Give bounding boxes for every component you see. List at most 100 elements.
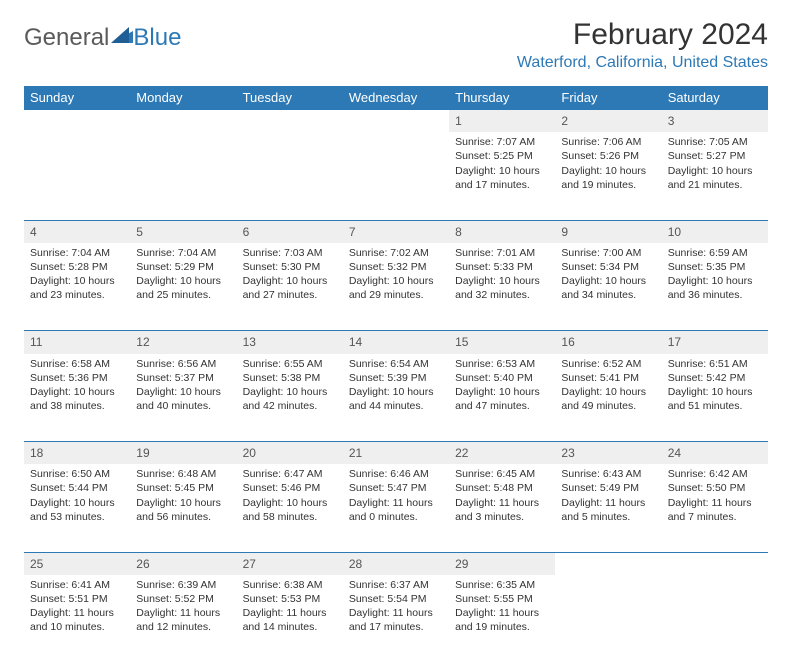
daylight-text: Daylight: 10 hours and 47 minutes. <box>455 385 549 413</box>
daylight-text: Daylight: 10 hours and 40 minutes. <box>136 385 230 413</box>
daylight-text: Daylight: 10 hours and 29 minutes. <box>349 274 443 302</box>
day-detail-cell: Sunrise: 6:35 AMSunset: 5:55 PMDaylight:… <box>449 575 555 663</box>
sunset-text: Sunset: 5:53 PM <box>243 592 337 606</box>
day-detail-cell: Sunrise: 6:59 AMSunset: 5:35 PMDaylight:… <box>662 243 768 331</box>
day-number-cell <box>130 110 236 133</box>
daylight-text: Daylight: 10 hours and 42 minutes. <box>243 385 337 413</box>
day-detail-cell: Sunrise: 7:07 AMSunset: 5:25 PMDaylight:… <box>449 132 555 220</box>
day-number-cell: 2 <box>555 110 661 133</box>
brand-triangle-icon <box>111 27 133 50</box>
day-number-row: 11121314151617 <box>24 331 768 354</box>
sunset-text: Sunset: 5:48 PM <box>455 481 549 495</box>
daylight-text: Daylight: 11 hours and 5 minutes. <box>561 496 655 524</box>
daylight-text: Daylight: 10 hours and 58 minutes. <box>243 496 337 524</box>
day-number-cell: 5 <box>130 220 236 243</box>
day-detail-cell: Sunrise: 7:04 AMSunset: 5:29 PMDaylight:… <box>130 243 236 331</box>
day-number-cell: 22 <box>449 442 555 465</box>
sunrise-text: Sunrise: 7:04 AM <box>30 246 124 260</box>
day-detail-row: Sunrise: 6:58 AMSunset: 5:36 PMDaylight:… <box>24 354 768 442</box>
sunset-text: Sunset: 5:32 PM <box>349 260 443 274</box>
day-detail-cell: Sunrise: 6:43 AMSunset: 5:49 PMDaylight:… <box>555 464 661 552</box>
sunrise-text: Sunrise: 7:00 AM <box>561 246 655 260</box>
sunrise-text: Sunrise: 6:45 AM <box>455 467 549 481</box>
daylight-text: Daylight: 10 hours and 44 minutes. <box>349 385 443 413</box>
day-detail-row: Sunrise: 6:41 AMSunset: 5:51 PMDaylight:… <box>24 575 768 663</box>
brand-text-general: General <box>24 24 109 52</box>
sunrise-text: Sunrise: 6:53 AM <box>455 357 549 371</box>
day-number-cell <box>237 110 343 133</box>
day-detail-cell: Sunrise: 6:48 AMSunset: 5:45 PMDaylight:… <box>130 464 236 552</box>
day-detail-cell: Sunrise: 7:06 AMSunset: 5:26 PMDaylight:… <box>555 132 661 220</box>
day-detail-cell: Sunrise: 6:37 AMSunset: 5:54 PMDaylight:… <box>343 575 449 663</box>
sunrise-text: Sunrise: 7:07 AM <box>455 135 549 149</box>
day-detail-cell: Sunrise: 6:51 AMSunset: 5:42 PMDaylight:… <box>662 354 768 442</box>
day-number-cell: 19 <box>130 442 236 465</box>
sunset-text: Sunset: 5:26 PM <box>561 149 655 163</box>
sunset-text: Sunset: 5:39 PM <box>349 371 443 385</box>
day-detail-cell: Sunrise: 6:45 AMSunset: 5:48 PMDaylight:… <box>449 464 555 552</box>
day-number-cell: 6 <box>237 220 343 243</box>
sunset-text: Sunset: 5:40 PM <box>455 371 549 385</box>
daylight-text: Daylight: 10 hours and 51 minutes. <box>668 385 762 413</box>
daylight-text: Daylight: 11 hours and 17 minutes. <box>349 606 443 634</box>
sunrise-text: Sunrise: 7:06 AM <box>561 135 655 149</box>
day-number-cell: 14 <box>343 331 449 354</box>
day-number-row: 45678910 <box>24 220 768 243</box>
sunset-text: Sunset: 5:27 PM <box>668 149 762 163</box>
daylight-text: Daylight: 10 hours and 23 minutes. <box>30 274 124 302</box>
day-detail-cell: Sunrise: 6:38 AMSunset: 5:53 PMDaylight:… <box>237 575 343 663</box>
brand-text-blue: Blue <box>133 24 181 52</box>
daylight-text: Daylight: 11 hours and 10 minutes. <box>30 606 124 634</box>
daylight-text: Daylight: 10 hours and 36 minutes. <box>668 274 762 302</box>
sunrise-text: Sunrise: 7:02 AM <box>349 246 443 260</box>
sunrise-text: Sunrise: 6:43 AM <box>561 467 655 481</box>
day-number-cell: 28 <box>343 552 449 575</box>
daylight-text: Daylight: 11 hours and 12 minutes. <box>136 606 230 634</box>
day-detail-cell: Sunrise: 7:05 AMSunset: 5:27 PMDaylight:… <box>662 132 768 220</box>
day-header-row: SundayMondayTuesdayWednesdayThursdayFrid… <box>24 86 768 110</box>
calendar-table: SundayMondayTuesdayWednesdayThursdayFrid… <box>24 86 768 663</box>
daylight-text: Daylight: 11 hours and 19 minutes. <box>455 606 549 634</box>
daylight-text: Daylight: 10 hours and 27 minutes. <box>243 274 337 302</box>
day-detail-row: Sunrise: 7:04 AMSunset: 5:28 PMDaylight:… <box>24 243 768 331</box>
daylight-text: Daylight: 11 hours and 7 minutes. <box>668 496 762 524</box>
day-detail-cell <box>662 575 768 663</box>
day-number-cell: 1 <box>449 110 555 133</box>
sunrise-text: Sunrise: 6:38 AM <box>243 578 337 592</box>
day-number-cell: 8 <box>449 220 555 243</box>
day-detail-cell: Sunrise: 6:39 AMSunset: 5:52 PMDaylight:… <box>130 575 236 663</box>
sunset-text: Sunset: 5:45 PM <box>136 481 230 495</box>
sunrise-text: Sunrise: 7:03 AM <box>243 246 337 260</box>
sunrise-text: Sunrise: 6:48 AM <box>136 467 230 481</box>
day-detail-cell: Sunrise: 6:42 AMSunset: 5:50 PMDaylight:… <box>662 464 768 552</box>
daylight-text: Daylight: 10 hours and 34 minutes. <box>561 274 655 302</box>
day-detail-cell <box>237 132 343 220</box>
sunset-text: Sunset: 5:38 PM <box>243 371 337 385</box>
location-text: Waterford, California, United States <box>517 54 768 72</box>
day-number-cell: 4 <box>24 220 130 243</box>
header: General Blue February 2024 Waterford, Ca… <box>24 18 768 72</box>
day-detail-cell <box>343 132 449 220</box>
daylight-text: Daylight: 10 hours and 19 minutes. <box>561 164 655 192</box>
day-detail-cell: Sunrise: 6:47 AMSunset: 5:46 PMDaylight:… <box>237 464 343 552</box>
day-detail-row: Sunrise: 6:50 AMSunset: 5:44 PMDaylight:… <box>24 464 768 552</box>
day-number-cell: 18 <box>24 442 130 465</box>
day-number-cell: 7 <box>343 220 449 243</box>
sunset-text: Sunset: 5:25 PM <box>455 149 549 163</box>
day-detail-cell: Sunrise: 7:03 AMSunset: 5:30 PMDaylight:… <box>237 243 343 331</box>
daylight-text: Daylight: 10 hours and 53 minutes. <box>30 496 124 524</box>
daylight-text: Daylight: 10 hours and 49 minutes. <box>561 385 655 413</box>
sunrise-text: Sunrise: 6:52 AM <box>561 357 655 371</box>
daylight-text: Daylight: 10 hours and 32 minutes. <box>455 274 549 302</box>
sunrise-text: Sunrise: 6:56 AM <box>136 357 230 371</box>
day-detail-cell: Sunrise: 6:41 AMSunset: 5:51 PMDaylight:… <box>24 575 130 663</box>
sunrise-text: Sunrise: 6:58 AM <box>30 357 124 371</box>
sunrise-text: Sunrise: 6:42 AM <box>668 467 762 481</box>
brand-logo: General Blue <box>24 18 181 52</box>
sunrise-text: Sunrise: 6:54 AM <box>349 357 443 371</box>
calendar-body: 123Sunrise: 7:07 AMSunset: 5:25 PMDaylig… <box>24 110 768 663</box>
sunrise-text: Sunrise: 6:50 AM <box>30 467 124 481</box>
day-number-cell: 10 <box>662 220 768 243</box>
day-detail-cell: Sunrise: 6:52 AMSunset: 5:41 PMDaylight:… <box>555 354 661 442</box>
day-detail-cell: Sunrise: 6:58 AMSunset: 5:36 PMDaylight:… <box>24 354 130 442</box>
